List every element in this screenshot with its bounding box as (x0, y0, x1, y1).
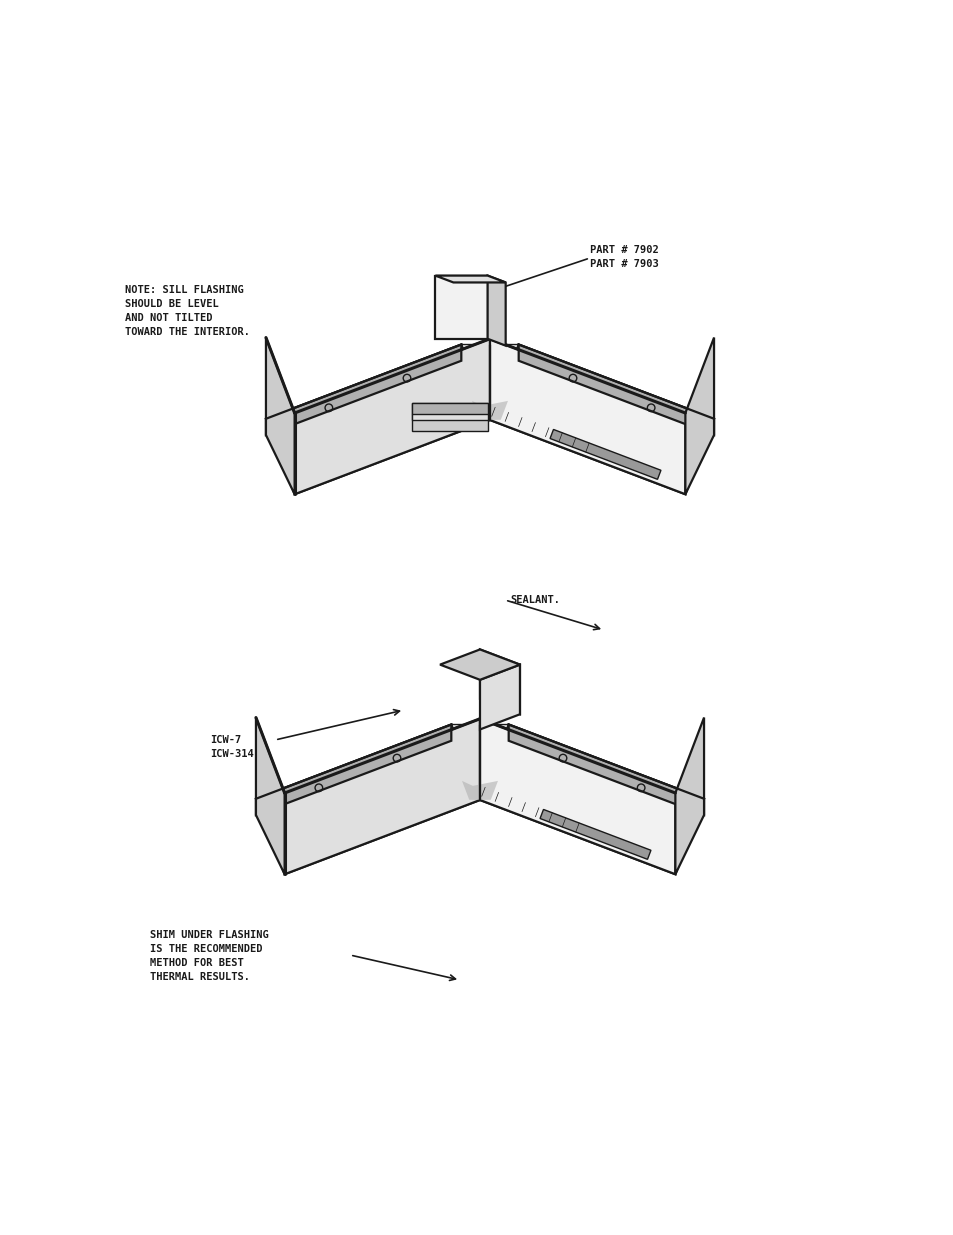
Polygon shape (412, 403, 488, 420)
Polygon shape (255, 725, 479, 874)
Polygon shape (675, 718, 703, 874)
Polygon shape (490, 338, 684, 494)
Polygon shape (294, 338, 490, 494)
Text: SHIM UNDER FLASHING
IS THE RECOMMENDED
METHOD FOR BEST
THERMAL RESULTS.: SHIM UNDER FLASHING IS THE RECOMMENDED M… (150, 930, 269, 982)
Polygon shape (435, 275, 505, 283)
Polygon shape (255, 718, 284, 874)
Polygon shape (479, 650, 519, 714)
Polygon shape (412, 414, 488, 431)
Polygon shape (266, 345, 461, 435)
Polygon shape (684, 337, 713, 494)
Polygon shape (255, 725, 451, 815)
Text: NOTE: SILL FLASHING
SHOULD BE LEVEL
AND NOT TILTED
TOWARD THE INTERIOR.: NOTE: SILL FLASHING SHOULD BE LEVEL AND … (125, 285, 250, 337)
Polygon shape (479, 725, 703, 874)
Text: SEALANT.: SEALANT. (510, 595, 559, 605)
Polygon shape (539, 809, 650, 860)
Polygon shape (266, 337, 294, 494)
Polygon shape (435, 275, 487, 338)
Text: ICW-7
ICW-314: ICW-7 ICW-314 (210, 735, 253, 760)
Polygon shape (518, 345, 713, 435)
Text: PART # 7902
PART # 7903: PART # 7902 PART # 7903 (589, 245, 659, 269)
Polygon shape (439, 650, 519, 679)
Polygon shape (487, 275, 505, 346)
Polygon shape (284, 719, 479, 874)
Polygon shape (550, 430, 660, 479)
Polygon shape (508, 725, 703, 815)
Polygon shape (266, 345, 490, 494)
Polygon shape (490, 345, 713, 494)
Polygon shape (461, 345, 518, 420)
Polygon shape (479, 719, 675, 874)
Polygon shape (451, 725, 508, 800)
Polygon shape (479, 664, 519, 730)
Polygon shape (461, 781, 497, 800)
Polygon shape (472, 401, 507, 420)
Polygon shape (412, 403, 488, 414)
